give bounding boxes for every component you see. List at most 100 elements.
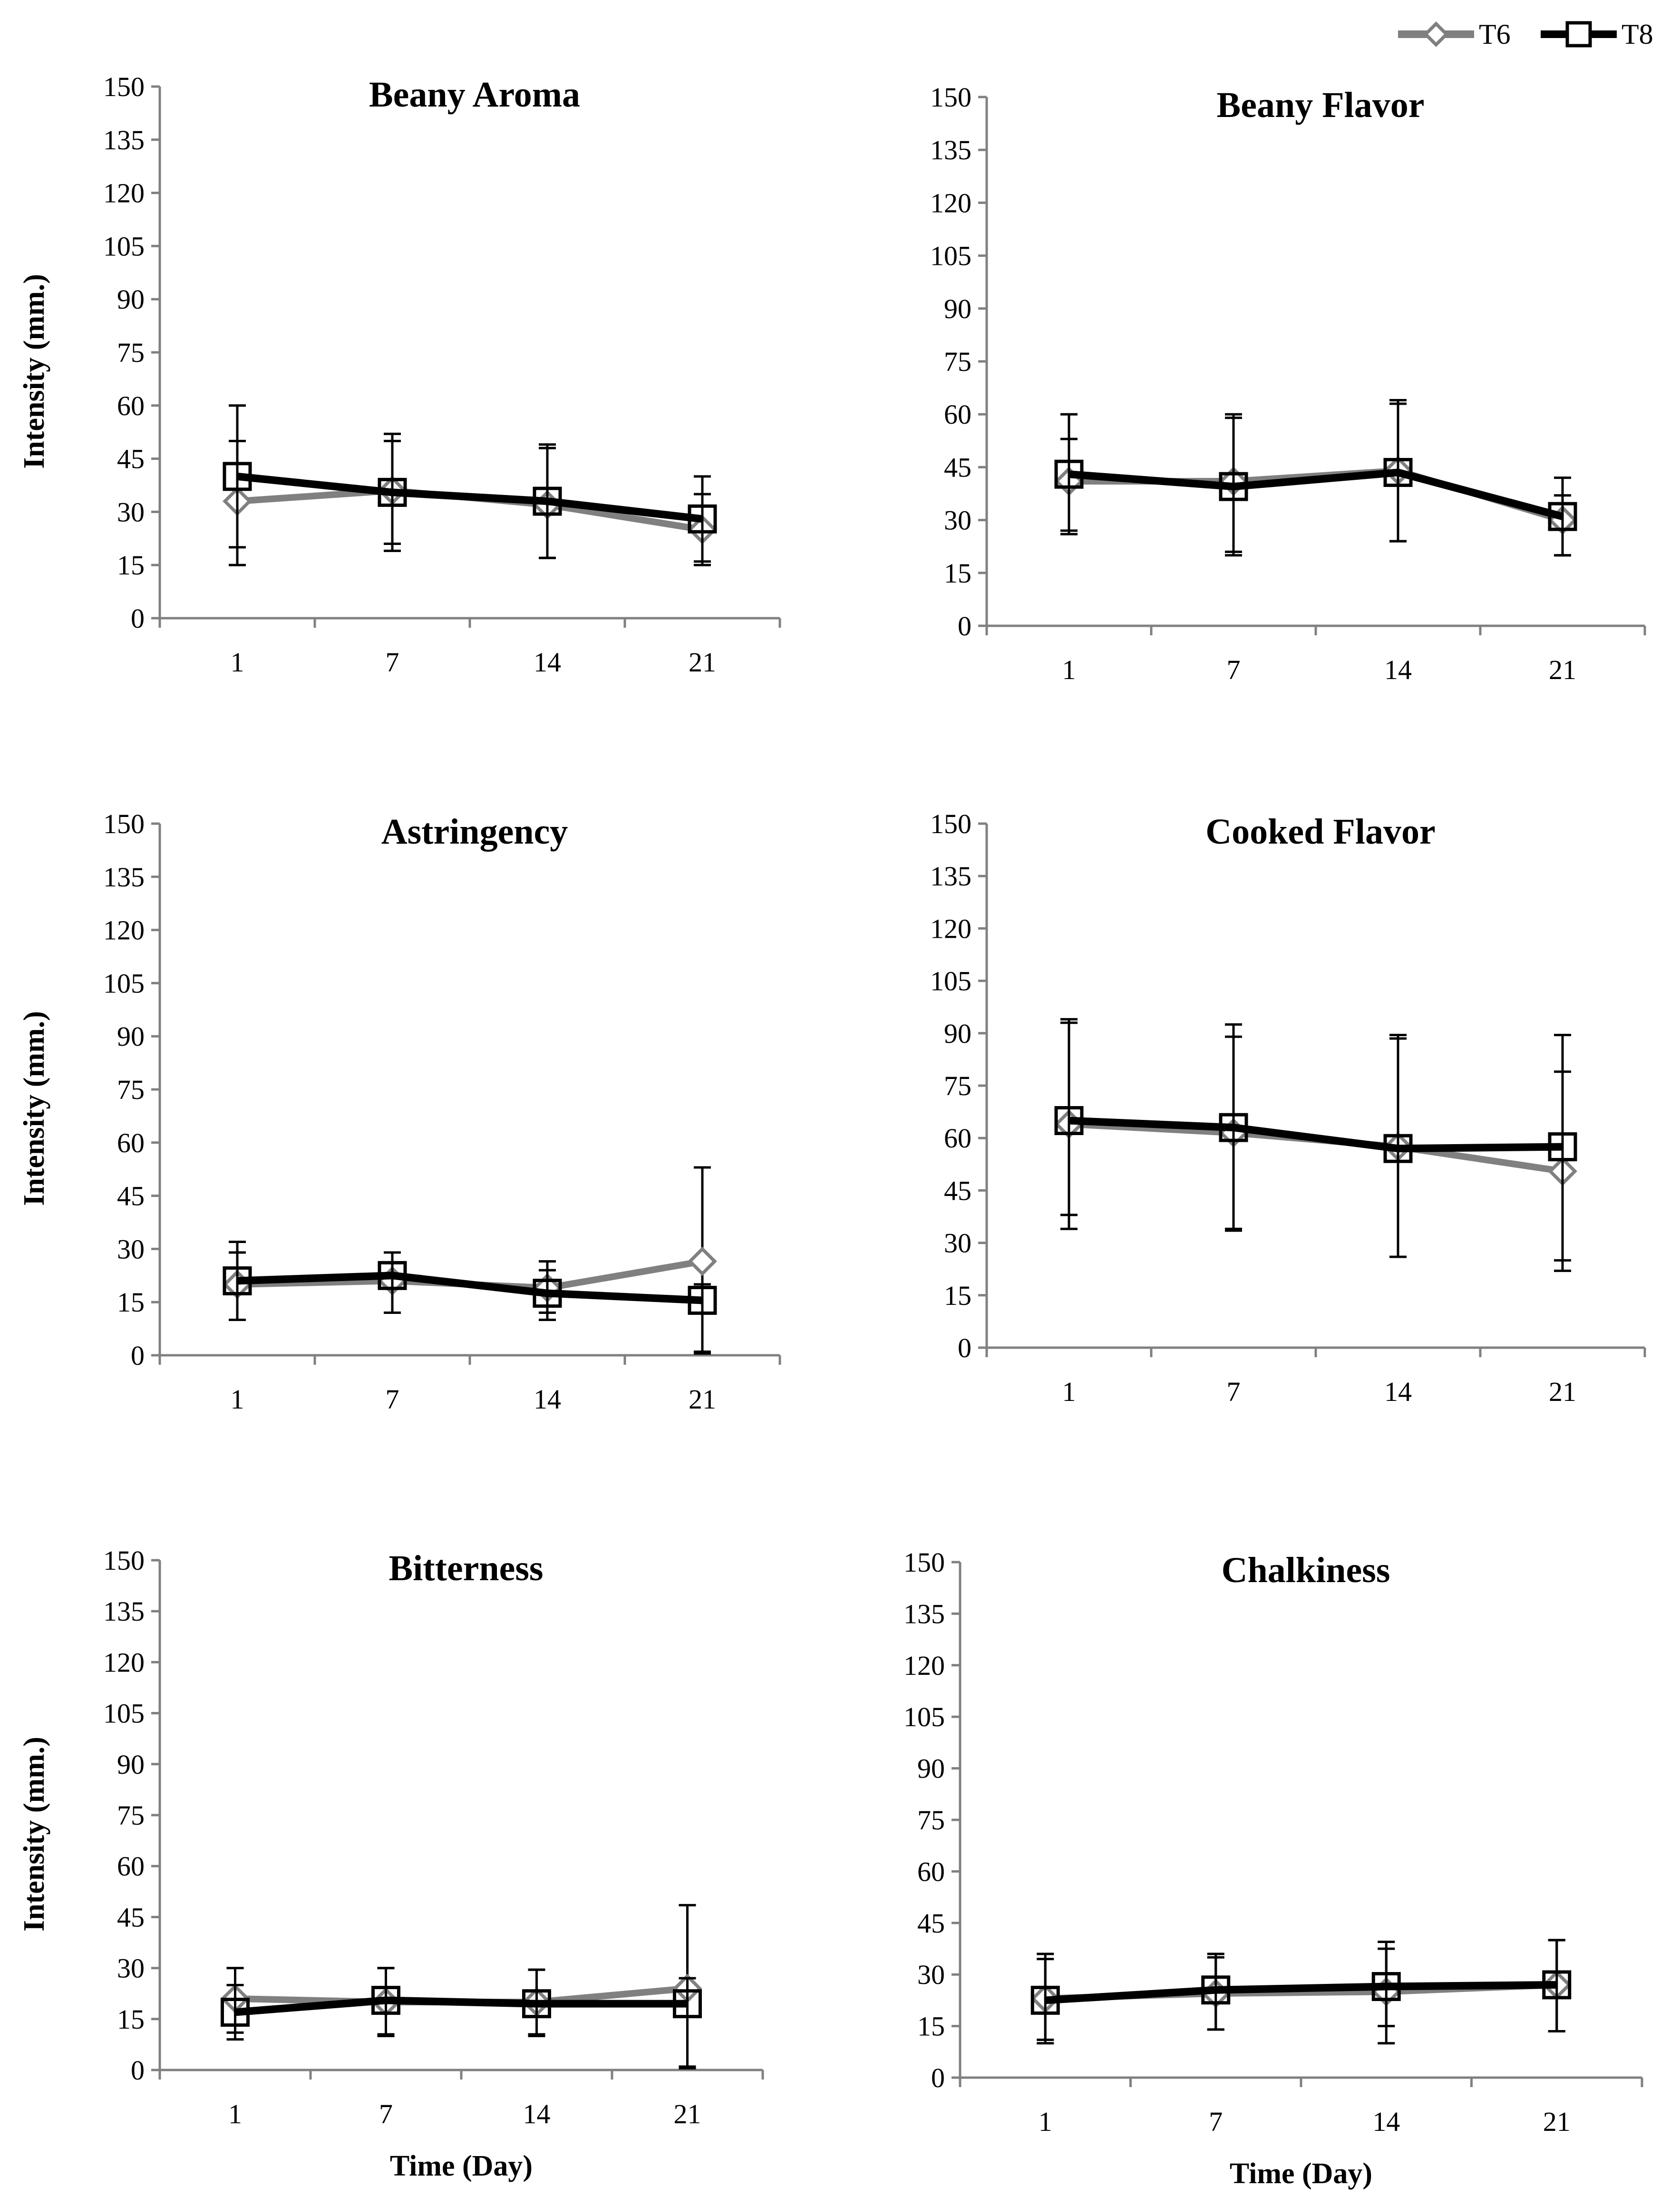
series-t6 <box>223 439 717 566</box>
y-axis-label: Intensity (mm.) <box>18 274 50 469</box>
y-tick-label: 90 <box>944 1018 971 1049</box>
x-tick-label: 7 <box>1227 1376 1241 1407</box>
x-tick-label: 1 <box>228 2099 242 2129</box>
y-tick-label: 135 <box>103 1596 145 1627</box>
data-point <box>1383 1134 1413 1163</box>
x-axis-label: Time (Day) <box>1230 2157 1372 2190</box>
data-point <box>688 1246 717 1276</box>
x-tick-label: 1 <box>1062 1376 1076 1407</box>
x-tick-label: 14 <box>534 1384 561 1415</box>
data-point <box>378 477 407 507</box>
data-point <box>223 462 252 491</box>
series-t8 <box>223 1240 717 1355</box>
chart-5: 0 15 30 45 60 75 90 105 120 135 150 1 7 14 21 Bitternes… <box>18 1545 764 2182</box>
legend-label-t8: T8 <box>1622 19 1653 50</box>
y-tick-label: 30 <box>117 1953 145 1984</box>
y-tick-label: 105 <box>930 966 971 997</box>
x-tick-label: 7 <box>1227 654 1241 685</box>
chart-6: 0 15 30 45 60 75 90 105 120 135 150 1 7 14 21 Chalkines… <box>903 1547 1643 2190</box>
y-tick-label: 0 <box>958 611 971 641</box>
data-point <box>1219 472 1248 501</box>
data-point <box>1201 1975 1231 2005</box>
y-tick-label: 120 <box>103 1647 145 1678</box>
x-tick-label: 7 <box>386 1384 399 1415</box>
y-tick-label: 0 <box>958 1332 971 1363</box>
series-t8 <box>1030 1939 1572 2041</box>
y-tick-label: 90 <box>117 1749 145 1780</box>
y-tick-label: 135 <box>103 862 145 893</box>
y-tick-label: 150 <box>903 1547 945 1578</box>
y-tick-label: 150 <box>103 808 145 839</box>
series-t8 <box>1054 1018 1577 1262</box>
y-axis-label: Intensity (mm.) <box>18 1737 50 1932</box>
x-tick-label: 1 <box>231 1384 244 1415</box>
x-tick-label: 14 <box>534 647 561 678</box>
chart-title: Chalkiness <box>1222 1550 1390 1590</box>
y-axis-label: Intensity (mm.) <box>18 1011 50 1206</box>
x-tick-label: 21 <box>1543 2106 1571 2137</box>
data-point <box>522 1989 551 2019</box>
y-tick-label: 30 <box>917 1959 945 1990</box>
y-tick-label: 0 <box>131 603 145 634</box>
y-tick-label: 105 <box>930 241 971 272</box>
x-tick-label: 7 <box>1209 2106 1223 2137</box>
y-tick-label: 60 <box>117 390 145 421</box>
y-tick-label: 150 <box>103 71 145 102</box>
data-point <box>533 486 562 516</box>
series-line <box>237 472 703 523</box>
series-t8 <box>221 1967 702 2070</box>
x-tick-label: 14 <box>1384 654 1412 685</box>
y-tick-label: 120 <box>103 178 145 209</box>
chart-4: 0 15 30 45 60 75 90 105 120 135 150 1 7 14 21 Cooked Fl… <box>930 808 1646 1407</box>
data-point <box>378 1261 407 1290</box>
y-tick-label: 105 <box>103 968 145 999</box>
x-tick-label: 14 <box>1372 2106 1400 2137</box>
y-tick-label: 75 <box>917 1805 945 1836</box>
data-point <box>1371 1972 1401 2001</box>
data-point <box>1548 502 1577 531</box>
y-tick-label: 30 <box>117 496 145 527</box>
y-tick-label: 30 <box>117 1234 145 1264</box>
y-tick-label: 30 <box>944 505 971 536</box>
y-tick-label: 60 <box>117 1851 145 1882</box>
y-tick-label: 75 <box>117 337 145 368</box>
x-tick-label: 21 <box>689 1384 716 1415</box>
y-tick-label: 45 <box>117 444 145 475</box>
y-tick-label: 150 <box>103 1545 145 1576</box>
legend-marker-square <box>1565 21 1592 48</box>
y-tick-label: 60 <box>944 1123 971 1154</box>
y-tick-label: 75 <box>944 346 971 377</box>
y-tick-label: 90 <box>117 284 145 315</box>
y-tick-label: 90 <box>944 293 971 324</box>
y-tick-label: 45 <box>117 1902 145 1933</box>
chart-1: 0 15 30 45 60 75 90 105 120 135 150 1 7 14 21 Beany Aro… <box>18 71 781 678</box>
chart-2: 0 15 30 45 60 75 90 105 120 135 150 1 7 14 21 Beany Fla… <box>930 82 1646 685</box>
data-point <box>688 1285 717 1315</box>
x-tick-label: 7 <box>379 2099 393 2129</box>
legend: T6 T8 <box>1398 19 1653 50</box>
y-tick-label: 45 <box>944 452 971 483</box>
y-tick-label: 0 <box>131 2055 145 2086</box>
x-tick-label: 21 <box>689 647 716 678</box>
y-tick-label: 15 <box>117 550 145 581</box>
x-tick-label: 1 <box>1062 654 1076 685</box>
y-tick-label: 15 <box>117 1287 145 1318</box>
x-tick-label: 21 <box>674 2099 701 2129</box>
y-tick-label: 105 <box>903 1701 945 1732</box>
y-tick-label: 60 <box>917 1856 945 1887</box>
y-tick-label: 90 <box>917 1753 945 1784</box>
y-tick-label: 120 <box>930 913 971 944</box>
y-tick-label: 135 <box>930 135 971 165</box>
y-tick-label: 135 <box>930 861 971 892</box>
data-point <box>1030 1985 1060 2015</box>
data-point <box>1383 458 1413 487</box>
series-line <box>237 1272 703 1304</box>
data-point <box>223 1266 252 1295</box>
x-axis-label: Time (Day) <box>390 2150 533 2182</box>
y-tick-label: 60 <box>944 399 971 430</box>
y-tick-label: 150 <box>930 808 971 839</box>
x-tick-label: 1 <box>1039 2106 1052 2137</box>
data-point <box>1219 1113 1248 1142</box>
y-tick-label: 75 <box>944 1070 971 1101</box>
data-point <box>1542 1970 1572 2000</box>
